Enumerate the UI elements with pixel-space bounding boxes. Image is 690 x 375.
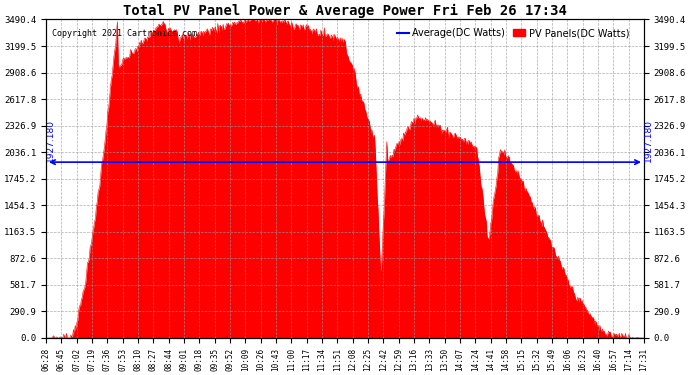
- Legend: Average(DC Watts), PV Panels(DC Watts): Average(DC Watts), PV Panels(DC Watts): [393, 24, 633, 42]
- Text: 1927.180: 1927.180: [46, 119, 55, 162]
- Text: Copyright 2021 Cartronics.com: Copyright 2021 Cartronics.com: [52, 29, 197, 38]
- Title: Total PV Panel Power & Average Power Fri Feb 26 17:34: Total PV Panel Power & Average Power Fri…: [123, 4, 567, 18]
- Text: 1927.180: 1927.180: [644, 119, 653, 162]
